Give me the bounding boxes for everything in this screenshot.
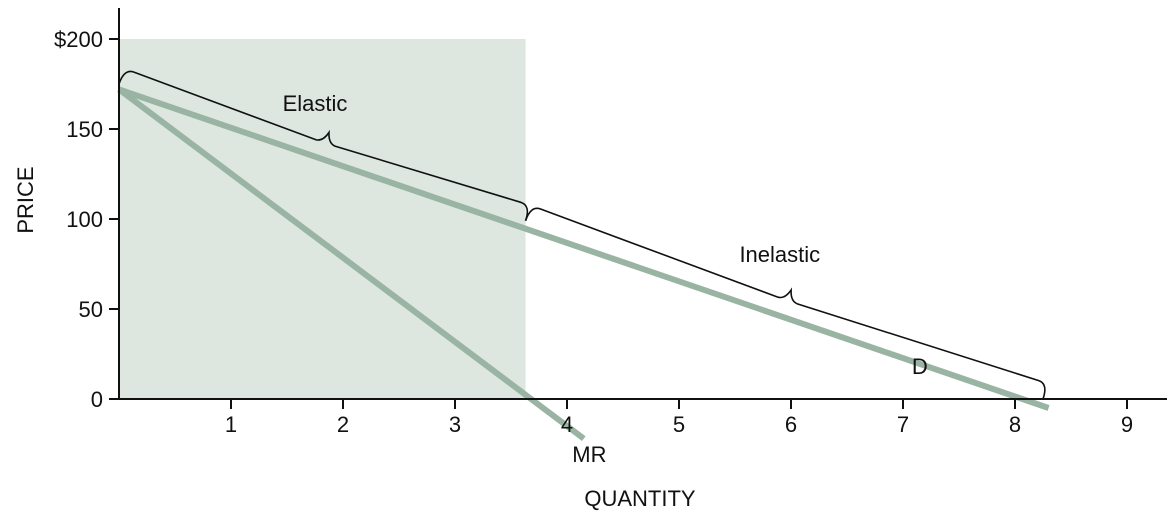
annotation-inelastic: Inelastic: [739, 242, 820, 267]
x-tick-label: 6: [785, 412, 797, 437]
x-tick-label: 3: [449, 412, 461, 437]
y-axis-title: PRICE: [13, 166, 38, 233]
tick-group: 1 2 3 4 5 6 7 8 9 0 50 100 150 $200: [54, 27, 1133, 437]
brace-inelastic: [524, 207, 1046, 400]
shaded-region: [119, 39, 526, 399]
label-group: PRICE QUANTITY: [13, 166, 696, 511]
annotation-elastic: Elastic: [283, 91, 348, 116]
brace-elastic: [118, 70, 529, 222]
x-tick-label: 2: [337, 412, 349, 437]
x-tick-label: 7: [897, 412, 909, 437]
y-tick-label: 50: [79, 297, 103, 322]
x-tick-label: 8: [1009, 412, 1021, 437]
x-tick-label: 4: [561, 412, 573, 437]
x-tick-label: 1: [225, 412, 237, 437]
series-line-d: [118, 86, 1050, 411]
series-line-mr: [117, 87, 586, 441]
series-label-mr: MR: [572, 442, 606, 467]
y-tick-label: 150: [66, 117, 103, 142]
axes-group: [118, 8, 1167, 400]
x-tick-label: 9: [1121, 412, 1133, 437]
brace-group: Elastic Inelastic: [118, 70, 1046, 400]
series-group: D MR: [117, 86, 1050, 467]
x-tick-label: 5: [673, 412, 685, 437]
x-axis-title: QUANTITY: [584, 486, 696, 511]
series-label-d: D: [912, 354, 928, 379]
y-tick-label: $200: [54, 27, 103, 52]
y-tick-label: 100: [66, 207, 103, 232]
y-tick-label: 0: [91, 387, 103, 412]
